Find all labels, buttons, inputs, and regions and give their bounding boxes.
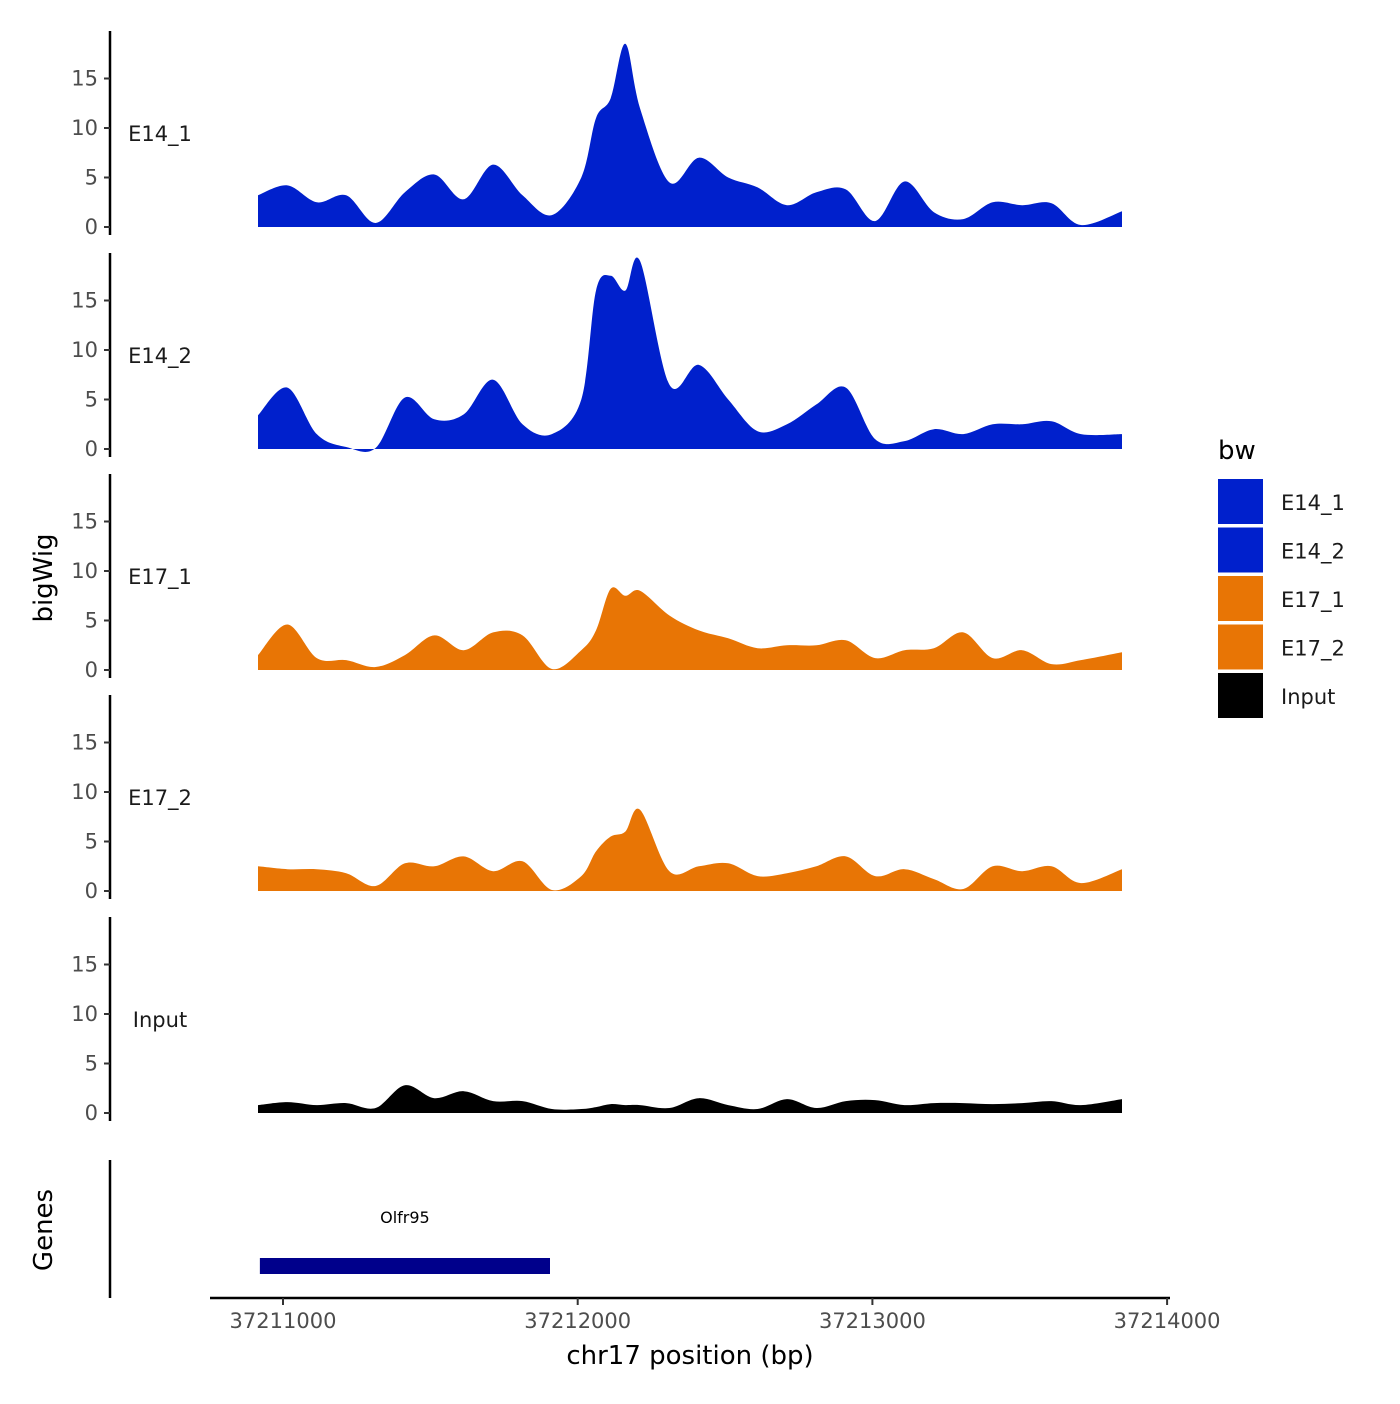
legend-swatch-e14_1 [1218,479,1263,524]
genes-track-title: Genes [29,1189,59,1271]
legend-swatch-e17_1 [1218,576,1263,621]
track-input: 0 5 10 15 Input [71,917,1122,1125]
y-tick-label: 5 [85,609,98,633]
y-axis-title: bigWig [29,533,59,622]
legend-label-e14_1: E14_1 [1281,491,1345,516]
track-label-e17_1: E17_1 [128,565,192,590]
y-tick-label: 5 [85,166,98,190]
track-e14_1: 0 5 10 15 E14_1 [71,31,1122,239]
track-label-e14_1: E14_1 [128,122,192,147]
y-tick-label: 10 [71,559,98,583]
area-series-e17_2 [258,808,1122,891]
y-tick-label: 15 [71,67,98,91]
y-tick-label: 15 [71,289,98,313]
legend-title: bw [1218,436,1256,466]
x-tick-label: 37213000 [819,1309,926,1333]
y-tick-label: 10 [71,1002,98,1026]
gene-body-olfr95 [259,1258,550,1274]
area-series-e14_1 [258,43,1122,228]
x-axis-title: chr17 position (bp) [566,1341,813,1371]
y-tick-label: 10 [71,338,98,362]
track-label-e17_2: E17_2 [128,786,192,811]
legend-swatch-e14_2 [1218,527,1263,573]
genes-track: Olfr95 [108,1160,550,1298]
y-tick-label: 5 [85,388,98,412]
x-tick-label: 37211000 [230,1309,337,1333]
track-e17_1: 0 5 10 15 E17_1 [71,474,1122,682]
track-e14_2: 0 5 10 15 E14_2 [71,253,1122,461]
y-tick-label: 0 [85,215,98,239]
track-label-e14_2: E14_2 [128,344,192,369]
y-tick-label: 0 [85,658,98,682]
x-tick-label: 37212000 [524,1309,631,1333]
legend: bw E14_1 E14_2 E17_1 E17_2 Input [1218,436,1345,718]
x-tick-label: 37214000 [1114,1309,1221,1333]
y-tick-label: 5 [85,830,98,854]
track-e17_2: 0 5 10 15 E17_2 [71,695,1122,903]
y-tick-label: 0 [85,879,98,903]
y-tick-label: 15 [71,510,98,534]
y-tick-label: 0 [85,437,98,461]
y-tick-label: 5 [85,1052,98,1076]
legend-swatch-e17_2 [1218,624,1263,670]
area-series-e14_2 [258,257,1122,452]
area-series-e17_1 [258,587,1122,670]
y-tick-label: 10 [71,780,98,804]
y-tick-label: 0 [85,1101,98,1125]
track-label-input: Input [133,1008,187,1032]
legend-label-e14_2: E14_2 [1281,540,1345,565]
y-tick-label: 15 [71,731,98,755]
area-series-input [258,1085,1122,1113]
legend-swatch-input [1218,673,1263,718]
y-tick-label: 10 [71,116,98,140]
legend-label-e17_1: E17_1 [1281,588,1345,613]
y-tick-label: 15 [71,953,98,977]
x-axis: 37211000 37212000 37213000 37214000 [210,1296,1221,1333]
signal-tracks: 0 5 10 15 E14_1 0 5 10 15 E14_2 0 5 10 15 E17_1 0 5 10 15 E… [71,31,1122,1125]
legend-label-e17_2: E17_2 [1281,637,1345,662]
legend-label-input: Input [1281,685,1335,709]
gene-label-olfr95: Olfr95 [380,1208,430,1227]
